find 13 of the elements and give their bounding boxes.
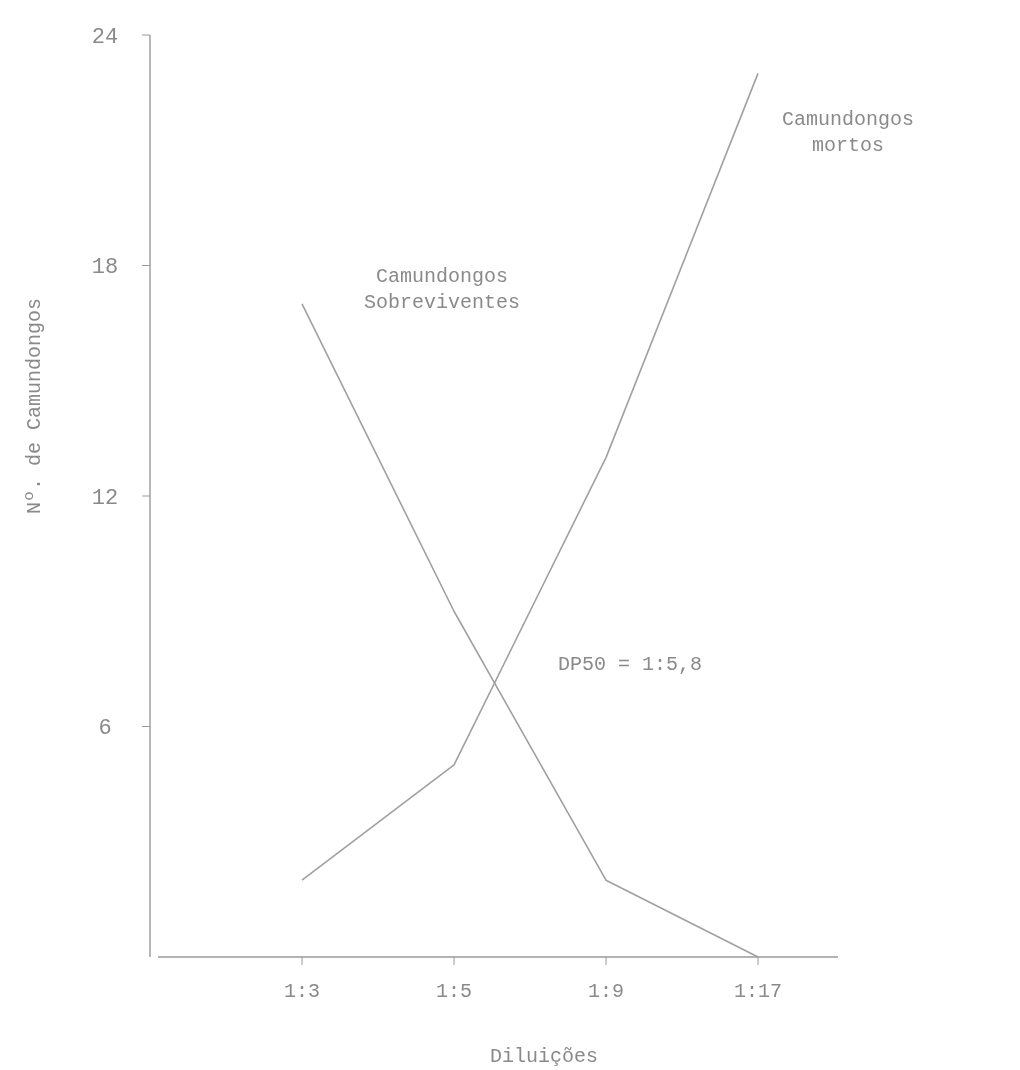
y-tick-label: 24	[91, 24, 119, 50]
x-tick-label: 1:3	[283, 980, 321, 1003]
y-axis-title: Nº. de Camundongos	[23, 297, 46, 515]
x-tick-label: 1:17	[733, 980, 783, 1003]
text: Camundongos Sobreviventes	[363, 264, 521, 314]
y-tick-label: 18	[91, 255, 119, 281]
y-tick-label: 6	[98, 716, 112, 742]
x-tick-label: 1:9	[587, 980, 625, 1003]
series-label: Camundongos mortos	[781, 108, 915, 158]
x-tick-label: 1:5	[435, 980, 473, 1003]
annotation: DP50 = 1:5,8	[558, 652, 703, 676]
x-axis-title: Diluições	[489, 1045, 599, 1068]
y-tick-label: 12	[91, 485, 119, 511]
